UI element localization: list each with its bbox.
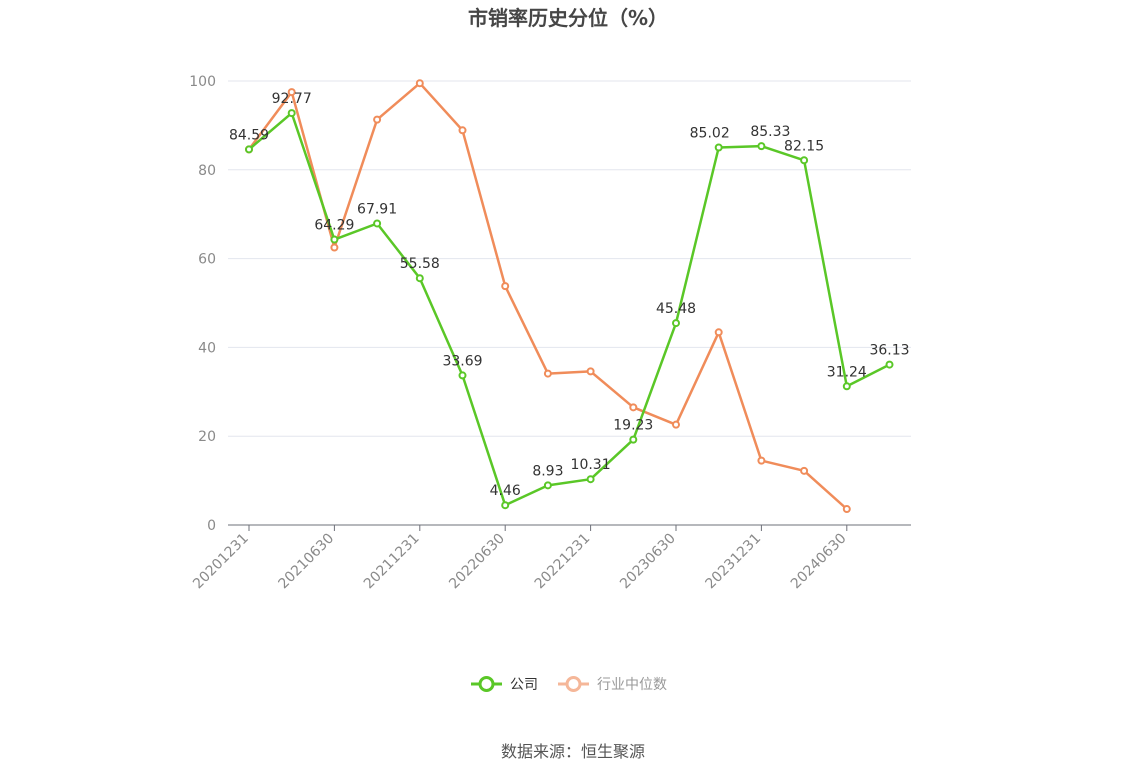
- data-point-industry: [586, 367, 595, 376]
- legend-item-company[interactable]: 公司: [471, 676, 538, 693]
- data-label-company: 8.93: [532, 463, 563, 479]
- data-point-industry: [629, 403, 638, 412]
- data-label-company: 84.59: [229, 127, 269, 143]
- x-tick-label: 20231231: [703, 531, 765, 593]
- y-tick-label: 40: [198, 340, 216, 356]
- data-point-industry: [458, 126, 467, 135]
- data-point-industry: [757, 456, 766, 465]
- grid: [228, 80, 911, 437]
- y-tick-label: 20: [198, 429, 216, 445]
- data-label-company: 10.31: [571, 457, 611, 473]
- series-line-company: [248, 111, 891, 507]
- data-point-industry: [330, 243, 339, 252]
- legend-item-industry[interactable]: 行业中位数: [558, 676, 667, 693]
- data-point-company: [458, 371, 467, 380]
- y-tick-label: 0: [207, 518, 216, 534]
- x-tick-label: 20221231: [532, 531, 594, 593]
- data-point-industry: [672, 420, 680, 429]
- legend-company-marker: [478, 676, 495, 692]
- data-label-company: 92.77: [272, 91, 312, 107]
- series-area: [245, 79, 894, 514]
- x-tick-label: 20230630: [617, 531, 679, 593]
- data-point-company: [586, 475, 595, 484]
- data-point-industry: [842, 505, 851, 514]
- data-point-company: [842, 382, 851, 391]
- x-tick-label: 20201231: [190, 531, 252, 593]
- data-point-industry: [543, 369, 552, 378]
- data-point-company: [757, 142, 766, 151]
- data-label-company: 55.58: [400, 256, 440, 272]
- y-axis: 0 20 40 60 80 100: [189, 74, 216, 534]
- data-label-company: 33.69: [442, 353, 482, 369]
- data-point-company: [885, 360, 894, 369]
- x-axis: 20201231 20210630 20211231 20220630 20221231…: [190, 524, 911, 593]
- legend-company-label: 公司: [510, 677, 538, 693]
- data-point-industry: [800, 466, 809, 475]
- data-point-company: [501, 501, 510, 510]
- data-point-industry: [501, 282, 510, 291]
- x-tick-label: 20210630: [276, 531, 338, 593]
- data-label-company: 64.29: [314, 218, 354, 234]
- y-tick-label: 100: [189, 74, 216, 90]
- data-label-company: 4.46: [490, 483, 521, 499]
- data-label-company: 31.24: [827, 364, 867, 380]
- data-label-company: 82.15: [784, 138, 824, 154]
- data-point-company: [245, 145, 253, 154]
- data-label-company: 19.23: [613, 418, 653, 434]
- data-label-company: 85.02: [690, 126, 730, 142]
- legend[interactable]: 公司 行业中位数: [471, 676, 667, 693]
- data-point-company: [415, 274, 424, 283]
- legend-industry-marker: [565, 676, 582, 692]
- data-point-company: [629, 435, 638, 444]
- data-point-company: [714, 143, 723, 152]
- data-label-company: 45.48: [656, 301, 696, 317]
- data-source: 数据来源：恒生聚源: [501, 742, 645, 761]
- x-tick-label: 20220630: [446, 531, 508, 593]
- data-point-industry: [714, 328, 723, 337]
- y-tick-label: 80: [198, 163, 216, 179]
- data-label-company: 36.13: [869, 343, 909, 359]
- y-tick-label: 60: [198, 252, 216, 268]
- data-point-company: [543, 481, 552, 490]
- data-point-company: [287, 109, 296, 118]
- chart-title: 市销率历史分位（%）: [468, 6, 668, 30]
- data-label-company: 67.91: [357, 201, 397, 217]
- data-point-industry: [415, 79, 424, 88]
- legend-industry-label: 行业中位数: [597, 677, 667, 693]
- data-point-company: [330, 235, 339, 244]
- data-point-company: [373, 219, 382, 228]
- x-tick-label: 20240630: [788, 531, 850, 593]
- data-label-company: 85.33: [750, 124, 790, 140]
- data-point-company: [800, 156, 809, 165]
- data-point-industry: [287, 88, 296, 97]
- x-tick-label: 20211231: [361, 531, 423, 593]
- data-point-company: [672, 319, 680, 328]
- data-point-industry: [373, 115, 382, 124]
